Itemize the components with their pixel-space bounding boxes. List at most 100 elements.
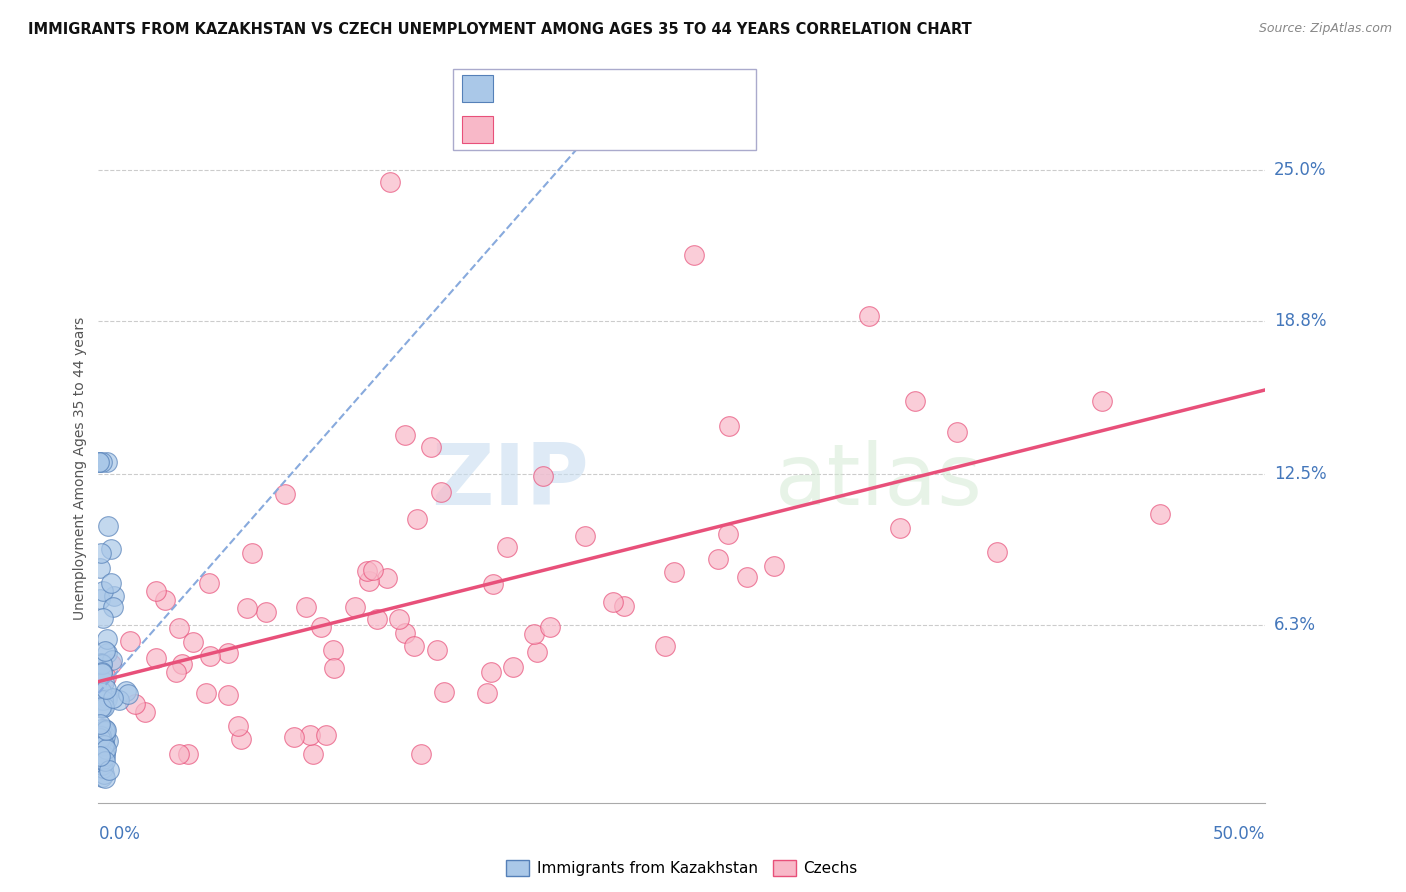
Point [93, 736, 115, 750]
Point [91, 693, 114, 707]
Text: 50.0%: 50.0% [1213, 825, 1265, 843]
Point [946, 425, 969, 439]
Point [89, 756, 111, 770]
Point [378, 176, 402, 190]
Point [87, 693, 110, 707]
Point [97, 764, 120, 778]
Point [283, 730, 305, 744]
Point [93, 611, 115, 625]
Point [217, 646, 239, 660]
Point [91, 701, 114, 715]
Point [96, 723, 118, 737]
Point [90, 733, 112, 747]
Point [100, 653, 122, 667]
Point [357, 574, 380, 588]
Point [89, 560, 111, 574]
Point [343, 600, 366, 615]
Text: Source: ZipAtlas.com: Source: ZipAtlas.com [1258, 22, 1392, 36]
Bar [463, 116, 494, 143]
Point [322, 661, 344, 675]
Point [375, 571, 398, 585]
Point [294, 599, 316, 614]
Point [177, 747, 200, 761]
Point [167, 621, 190, 635]
Point [100, 576, 122, 591]
Point [394, 427, 416, 442]
Point [479, 665, 502, 679]
Point [90, 722, 112, 736]
Point [94, 745, 117, 759]
Text: -0.043: -0.043 [543, 81, 598, 96]
Point [217, 688, 239, 702]
Point [91, 666, 114, 681]
Point [145, 651, 167, 665]
Point [298, 728, 321, 742]
Point [531, 469, 554, 483]
Point [356, 564, 378, 578]
Point [93, 643, 115, 657]
Point [97, 519, 120, 533]
Point [613, 599, 636, 614]
Point [100, 657, 122, 671]
Point [904, 394, 927, 409]
Point [91, 770, 114, 784]
Point [229, 732, 252, 747]
Point [496, 540, 519, 554]
Text: 6.3%: 6.3% [1274, 616, 1316, 634]
Point [301, 747, 323, 761]
Point [90, 756, 112, 770]
Point [426, 642, 449, 657]
Point [89, 592, 111, 607]
Point [273, 487, 295, 501]
Point [96, 689, 118, 703]
Point [405, 512, 427, 526]
Point [477, 686, 499, 700]
Point [90, 762, 112, 776]
Point [87, 455, 110, 469]
Point [986, 544, 1008, 558]
Point [117, 687, 139, 701]
Text: 0.0%: 0.0% [98, 825, 141, 843]
Point [717, 418, 740, 433]
Point [89, 717, 111, 731]
Point [96, 647, 118, 661]
Point [254, 605, 277, 619]
Point [91, 723, 114, 738]
Point [419, 440, 441, 454]
Point [167, 747, 190, 761]
Point [858, 310, 880, 324]
Point [91, 583, 114, 598]
Text: 12.5%: 12.5% [1274, 466, 1326, 483]
Point [94, 729, 117, 743]
Point [654, 639, 676, 653]
Point [172, 657, 194, 671]
Text: 0.375: 0.375 [543, 122, 591, 137]
Text: 25.0%: 25.0% [1274, 161, 1326, 179]
Point [228, 719, 250, 733]
Point [93, 738, 115, 752]
Point [93, 767, 115, 781]
Point [90, 700, 112, 714]
FancyBboxPatch shape [453, 69, 756, 150]
Point [94, 724, 117, 739]
Point [91, 755, 114, 769]
Text: R =: R = [502, 122, 536, 137]
Point [89, 731, 111, 746]
Bar [463, 76, 494, 103]
Point [236, 600, 259, 615]
Text: 18.8%: 18.8% [1274, 312, 1326, 330]
Point [662, 565, 685, 579]
Point [366, 612, 388, 626]
Text: atlas: atlas [775, 440, 983, 524]
Point [89, 749, 111, 764]
Point [409, 747, 432, 761]
Point [107, 693, 129, 707]
Point [526, 644, 548, 658]
Point [165, 665, 187, 679]
Point [311, 620, 333, 634]
Point [101, 599, 124, 614]
Point [1091, 394, 1114, 409]
Point [155, 593, 177, 607]
Point [91, 753, 114, 767]
Point [402, 639, 425, 653]
